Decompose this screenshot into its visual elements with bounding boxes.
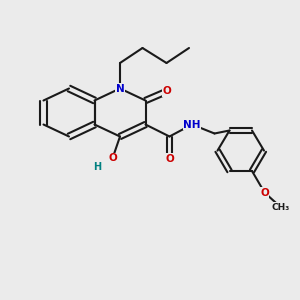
Text: O: O [165, 154, 174, 164]
Text: NH: NH [183, 119, 201, 130]
Text: O: O [260, 188, 269, 198]
Text: CH₃: CH₃ [272, 202, 290, 211]
Text: O: O [108, 153, 117, 164]
Text: O: O [162, 86, 171, 97]
Text: H: H [93, 161, 102, 172]
Text: N: N [116, 83, 124, 94]
